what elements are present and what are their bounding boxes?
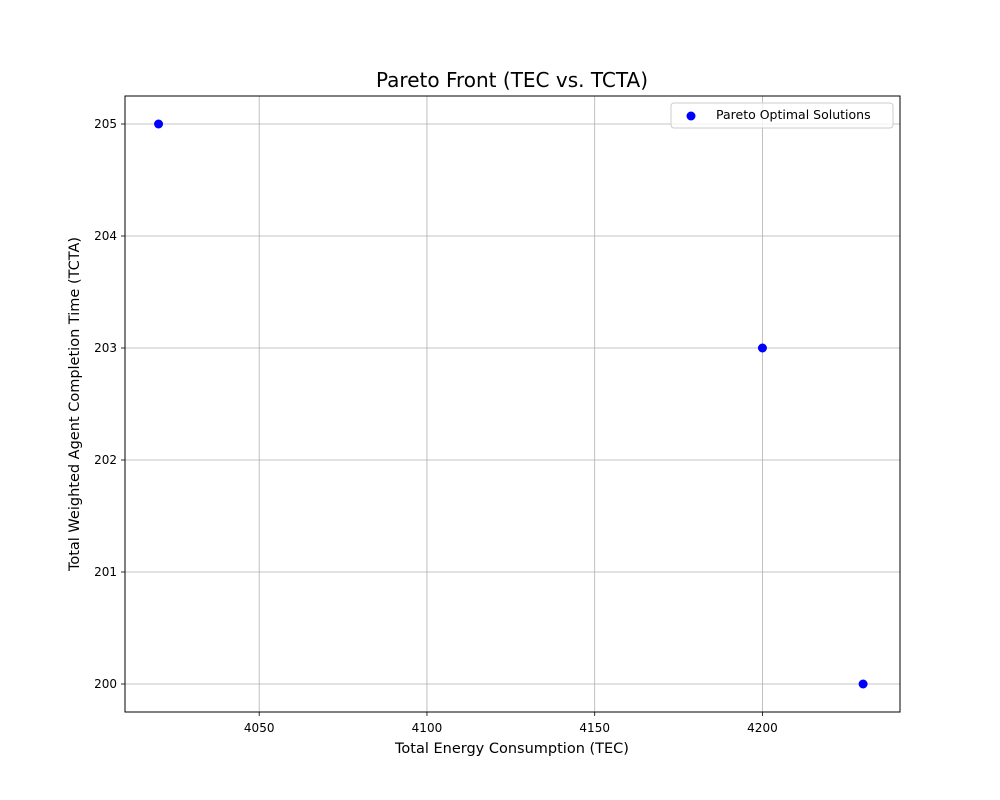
y-tick-label: 203 bbox=[94, 341, 117, 355]
data-points bbox=[154, 119, 868, 689]
chart-title: Pareto Front (TEC vs. TCTA) bbox=[376, 68, 648, 92]
x-tick-label: 4150 bbox=[579, 721, 610, 735]
y-tick-label: 204 bbox=[94, 229, 117, 243]
legend-label: Pareto Optimal Solutions bbox=[716, 107, 871, 122]
legend: Pareto Optimal Solutions bbox=[670, 102, 894, 129]
data-point bbox=[858, 679, 868, 689]
axis-ticks: 4050 4100 4150 4200 200 201 202 203 204 205 bbox=[94, 117, 778, 735]
x-tick-label: 4050 bbox=[244, 721, 275, 735]
y-axis-label: Total Weighted Agent Completion Time (TC… bbox=[67, 237, 83, 572]
x-tick-label: 4100 bbox=[412, 721, 443, 735]
x-tick-label: 4200 bbox=[747, 721, 778, 735]
y-tick-label: 201 bbox=[94, 565, 117, 579]
legend-box bbox=[670, 102, 894, 129]
plot-area bbox=[124, 95, 901, 713]
data-point bbox=[154, 119, 164, 129]
data-point bbox=[757, 343, 767, 353]
y-tick-label: 202 bbox=[94, 453, 117, 467]
y-tick-label: 200 bbox=[94, 677, 117, 691]
legend-marker bbox=[686, 111, 696, 121]
y-tick-label: 205 bbox=[94, 117, 117, 131]
x-axis-label: Total Energy Consumption (TEC) bbox=[394, 741, 629, 757]
